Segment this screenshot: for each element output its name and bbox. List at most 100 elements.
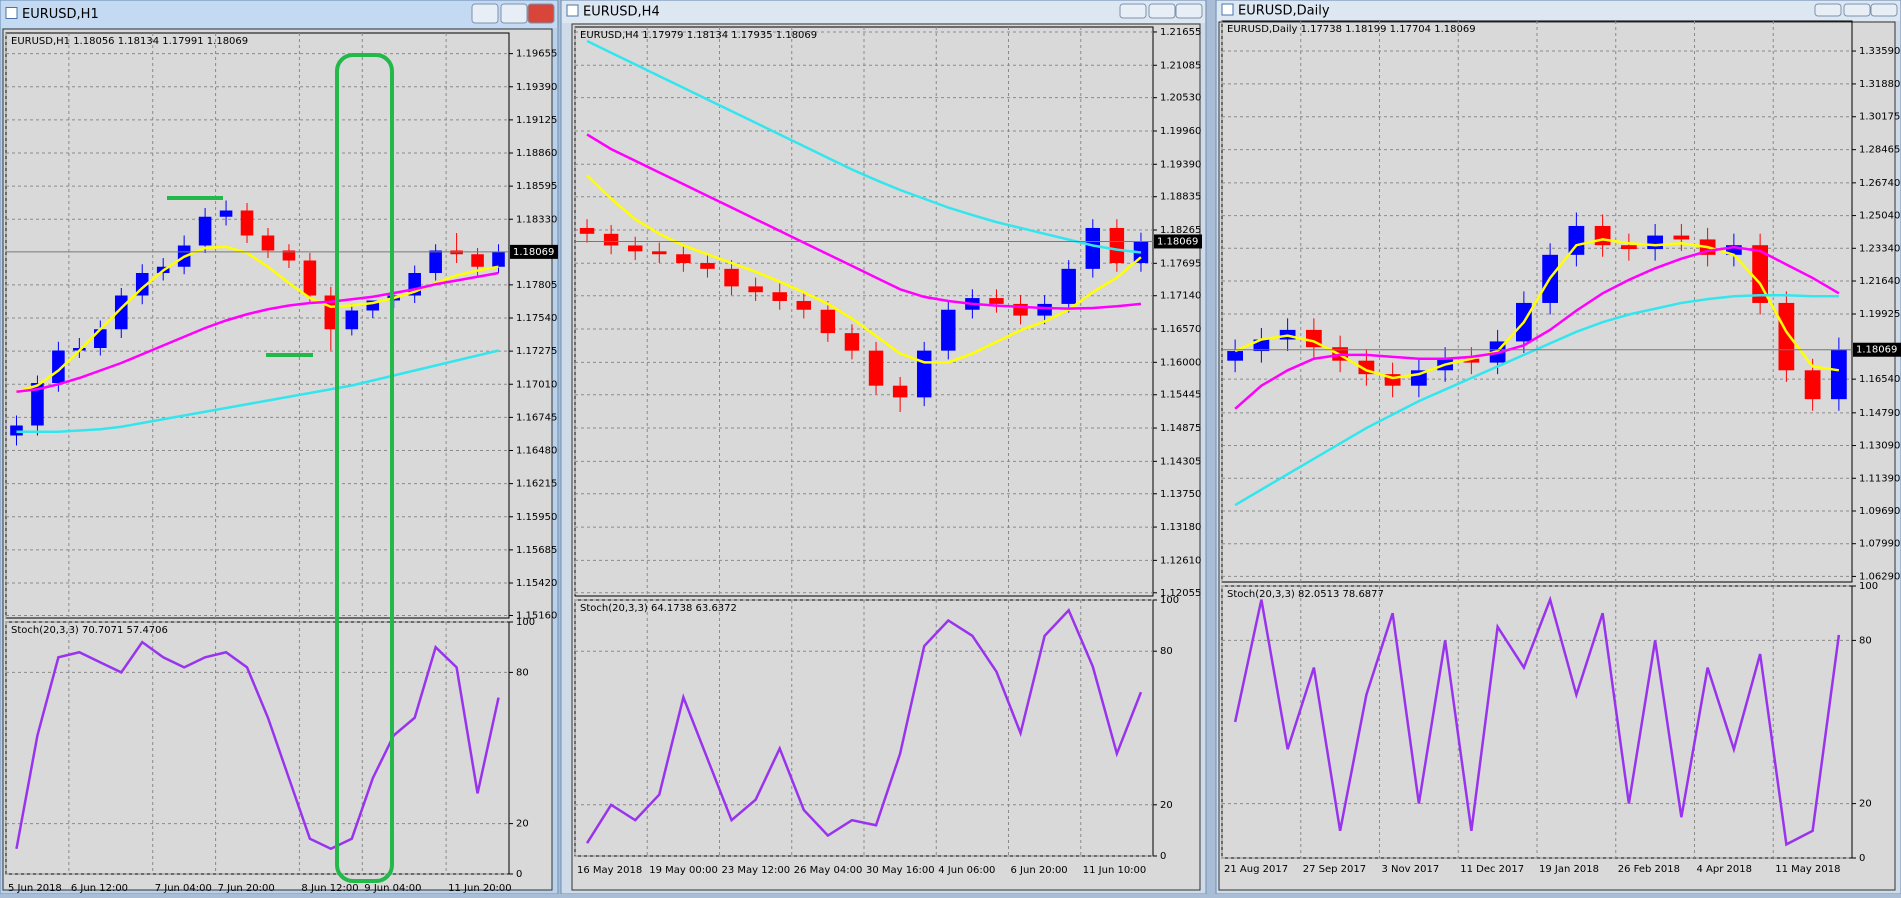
y-tick-label: 1.06290	[1859, 571, 1900, 582]
candle-body	[676, 254, 691, 264]
candle-body	[1831, 349, 1847, 400]
candle-body	[1594, 225, 1611, 246]
candle-body	[868, 350, 884, 386]
y-tick-label: 0	[516, 869, 522, 880]
window-icon	[5, 7, 18, 19]
close-button[interactable]	[1175, 3, 1203, 19]
y-tick-label: 1.23340	[1859, 243, 1900, 254]
y-tick-label: 1.21085	[1160, 60, 1201, 71]
candle-body	[700, 263, 715, 269]
candle-body	[916, 350, 932, 398]
indicator-line	[585, 607, 1143, 844]
y-tick-label: 1.33590	[1859, 46, 1900, 57]
candle-body	[1726, 245, 1742, 255]
x-tick-label: 11 Dec 2017	[1460, 864, 1524, 875]
candle-body	[627, 245, 643, 252]
candle-body	[1253, 339, 1270, 352]
candle-body	[748, 286, 763, 293]
minimize-button[interactable]	[1119, 3, 1147, 19]
y-tick-label: 1.15420	[516, 578, 557, 589]
indicator-line	[16, 349, 499, 433]
y-tick-label: 1.20530	[1160, 93, 1201, 104]
y-tick-label: 1.17805	[516, 280, 557, 291]
x-tick-label: 6 Jun 20:00	[1011, 865, 1068, 876]
maximize-button[interactable]	[500, 3, 528, 24]
y-tick-label: 1.18330	[516, 214, 557, 225]
x-tick-label: 30 May 16:00	[866, 865, 935, 876]
panel-header: EURUSD,Daily 1.17738 1.18199 1.17704 1.1…	[1227, 24, 1476, 35]
chart-area	[571, 23, 1201, 891]
y-tick-label: 1.16745	[516, 412, 557, 423]
y-tick-label: 100	[1859, 581, 1878, 592]
candle-body	[471, 254, 484, 267]
candle-body	[1227, 351, 1243, 361]
candle-body	[1673, 235, 1690, 240]
y-tick-label: 1.16000	[1160, 357, 1201, 368]
y-tick-label: 1.17010	[516, 379, 557, 390]
candle-body	[240, 210, 254, 236]
y-tick-label: 1.13090	[1859, 441, 1900, 452]
y-tick-label: 1.21655	[1160, 27, 1201, 38]
y-tick-label: 1.16570	[1160, 324, 1201, 335]
candle-body	[844, 333, 860, 351]
window-title: EURUSD,H1	[22, 7, 99, 22]
indicator-line	[1233, 595, 1841, 847]
y-tick-label: 1.15950	[516, 512, 557, 523]
candle-body	[1804, 370, 1821, 400]
indicator-line	[1234, 245, 1840, 410]
x-tick-label: 9 Jun 04:00	[364, 883, 421, 894]
y-tick-label: 1.19390	[1160, 159, 1201, 170]
y-tick-label: 80	[1160, 646, 1173, 657]
indicator-line	[586, 174, 1142, 364]
candle-body	[1463, 358, 1480, 363]
y-tick-label: 1.17695	[1160, 258, 1201, 269]
annotation-oval	[335, 53, 394, 883]
y-tick-label: 1.17140	[1160, 291, 1201, 302]
x-tick-label: 4 Jun 06:00	[938, 865, 995, 876]
candle-body	[1778, 302, 1795, 371]
x-tick-label: 23 May 12:00	[722, 865, 791, 876]
y-tick-label: 1.18835	[1160, 192, 1201, 203]
minimize-button[interactable]	[1814, 3, 1842, 17]
indicator-line	[1234, 293, 1839, 507]
candle-body	[324, 295, 338, 330]
y-tick-label: 80	[1859, 635, 1872, 646]
y-tick-label: 1.17275	[516, 346, 557, 357]
close-button[interactable]	[527, 3, 555, 24]
candle-body	[1384, 374, 1401, 386]
last-price-label: 1.18069	[1157, 236, 1198, 247]
maximize-button[interactable]	[1148, 3, 1176, 19]
candle-body	[1013, 303, 1028, 316]
panel-border	[5, 32, 510, 619]
candle-body	[941, 309, 956, 351]
minimize-button[interactable]	[471, 3, 499, 24]
y-tick-label: 0	[1160, 851, 1166, 862]
candle-body	[724, 268, 739, 287]
y-tick-label: 1.18860	[516, 148, 557, 159]
x-tick-label: 7 Jun 20:00	[218, 883, 275, 894]
y-tick-label: 1.14875	[1160, 423, 1201, 434]
close-button[interactable]	[1870, 3, 1898, 17]
y-tick-label: 1.14790	[1859, 408, 1900, 419]
maximize-button[interactable]	[1843, 3, 1871, 17]
y-tick-label: 0	[1859, 853, 1865, 864]
x-tick-label: 21 Aug 2017	[1224, 864, 1288, 875]
indicator-line	[16, 245, 499, 393]
indicator-line	[15, 640, 500, 851]
candle-body	[796, 300, 812, 310]
y-tick-label: 1.26740	[1859, 178, 1900, 189]
candle-body	[345, 310, 359, 330]
y-tick-label: 1.15685	[516, 545, 557, 556]
candle-body	[1085, 227, 1101, 269]
candle-body	[1647, 235, 1663, 250]
y-tick-label: 1.19655	[516, 49, 557, 60]
candle-body	[31, 383, 44, 426]
y-tick-label: 1.21640	[1859, 276, 1900, 287]
candle-body	[492, 251, 505, 267]
x-tick-label: 11 Jun 20:00	[448, 883, 512, 894]
chart-area	[2, 28, 553, 891]
candle-body	[1109, 227, 1125, 264]
x-tick-label: 19 Jan 2018	[1539, 864, 1599, 875]
